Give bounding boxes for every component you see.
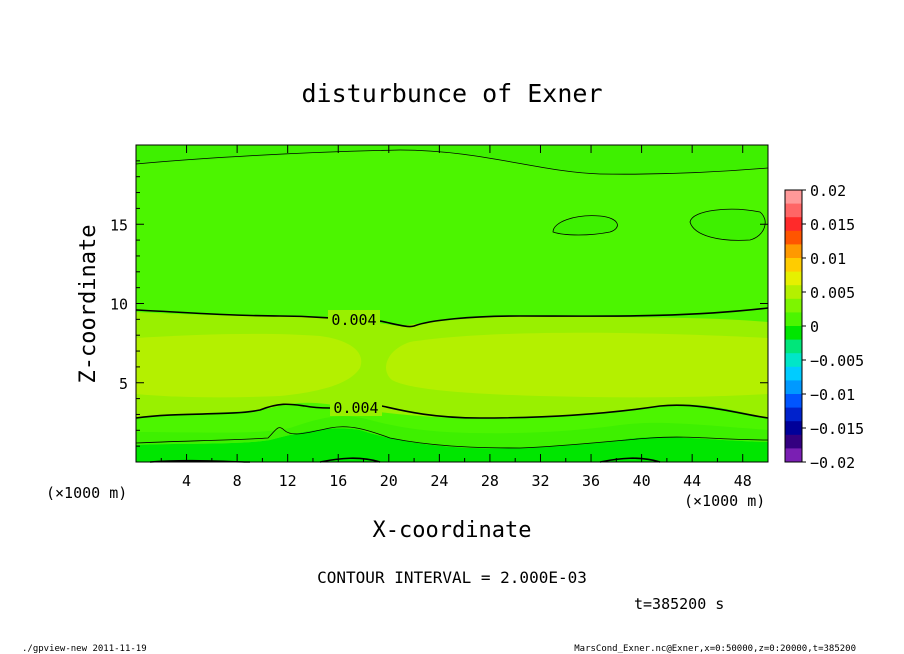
colorbar-tick-label: 0 (810, 318, 819, 336)
y-tick-label: 15 (110, 216, 128, 234)
contour-label-bg-upper (328, 310, 380, 328)
time-label: t=385200 s (634, 595, 724, 613)
contour-line-upper-0.004 (135, 307, 769, 328)
colorbar-swatch (785, 448, 802, 463)
colorbar-swatch (785, 258, 802, 273)
contour-line-lower-0.002 (135, 426, 769, 449)
x-tick-label: 48 (734, 472, 752, 490)
colorbar-swatch (785, 407, 802, 422)
colorbar-swatch (785, 326, 802, 341)
colorbar-tick-label: 0.01 (810, 250, 846, 268)
colorbar-swatch (785, 190, 802, 205)
x-unit-right: (×1000 m) (684, 492, 765, 510)
chart-title: disturbunce of Exner (301, 79, 602, 108)
colorbar-swatch (785, 203, 802, 218)
colorbar-swatch (785, 285, 802, 300)
contour-label-bg-lower (330, 398, 382, 416)
x-axis-label: X-coordinate (373, 518, 532, 543)
fill-region-pocket-1 (553, 215, 618, 235)
colorbar-swatch (785, 353, 802, 368)
footer-left: ./gpview-new 2011-11-19 (22, 644, 147, 654)
colorbar-swatch (785, 230, 802, 245)
x-tick-label: 12 (279, 472, 297, 490)
x-tick-label: 44 (683, 472, 701, 490)
x-tick-label: 16 (329, 472, 347, 490)
fill-region-peak-left (136, 333, 362, 398)
fill-region-top (136, 145, 768, 175)
contour-line-lower-0.004 (135, 403, 769, 419)
contour-label-upper: 0.004 (331, 311, 376, 329)
contour-line-top (135, 149, 769, 175)
colorbar-swatch (785, 217, 802, 232)
colorbar-tick-label: −0.015 (810, 420, 864, 438)
colorbar-tick-label: −0.005 (810, 352, 864, 370)
fill-region-bottom-mid (136, 416, 768, 449)
colorbar-tick-label: 0.02 (810, 182, 846, 200)
colorbar-swatch (785, 244, 802, 259)
footer-right: MarsCond_Exner.nc@Exner,x=0:50000,z=0:20… (574, 644, 856, 654)
x-tick-label: 24 (430, 472, 448, 490)
y-axis-label: Z-coordinate (76, 225, 101, 384)
x-axis: 4 8 12 16 20 24 28 32 36 40 44 48 (160, 145, 752, 490)
y-tick-label: 5 (119, 375, 128, 393)
colorbar-swatch (785, 434, 802, 449)
fill-region-upper (136, 287, 768, 312)
fill-region-bottom-low (136, 428, 768, 462)
colorbar-swatch (785, 394, 802, 409)
colorbar-tick-label: 0.005 (810, 284, 855, 302)
fill-region-peak-right (386, 332, 768, 398)
contour-line-pocket-2 (689, 208, 766, 241)
colorbar-swatch (785, 298, 802, 313)
x-tick-label: 20 (380, 472, 398, 490)
x-tick-label: 36 (582, 472, 600, 490)
contour-interval-label: CONTOUR INTERVAL = 2.000E-03 (317, 568, 587, 587)
contour-label-lower: 0.004 (333, 399, 378, 417)
colorbar-swatch (785, 271, 802, 286)
y-tick-label: 10 (110, 296, 128, 314)
colorbar-tick-label: −0.01 (810, 386, 855, 404)
colorbar-tick-label: 0.015 (810, 216, 855, 234)
colorbar-ticks: 0.02 0.015 0.01 0.005 0 −0.005 −0.01 −0.015 −0.0… (802, 182, 864, 472)
x-tick-label: 4 (182, 472, 191, 490)
colorbar-tick-label: −0.02 (810, 454, 855, 472)
x-tick-label: 8 (233, 472, 242, 490)
x-tick-label: 32 (531, 472, 549, 490)
colorbar-swatch (785, 380, 802, 395)
y-axis: 5 10 15 (110, 160, 768, 447)
contour-line-pocket-1 (552, 215, 618, 236)
colorbar-swatch (785, 339, 802, 354)
colorbar-swatch (785, 312, 802, 327)
x-tick-label: 28 (481, 472, 499, 490)
fill-region-pocket-2 (690, 209, 766, 241)
colorbar (785, 190, 802, 463)
colorbar-swatch (785, 366, 802, 381)
colorbar-swatch (785, 421, 802, 436)
x-tick-label: 40 (633, 472, 651, 490)
x-unit-left: (×1000 m) (46, 484, 127, 502)
plot-area: 0.004 0.004 (135, 144, 769, 463)
